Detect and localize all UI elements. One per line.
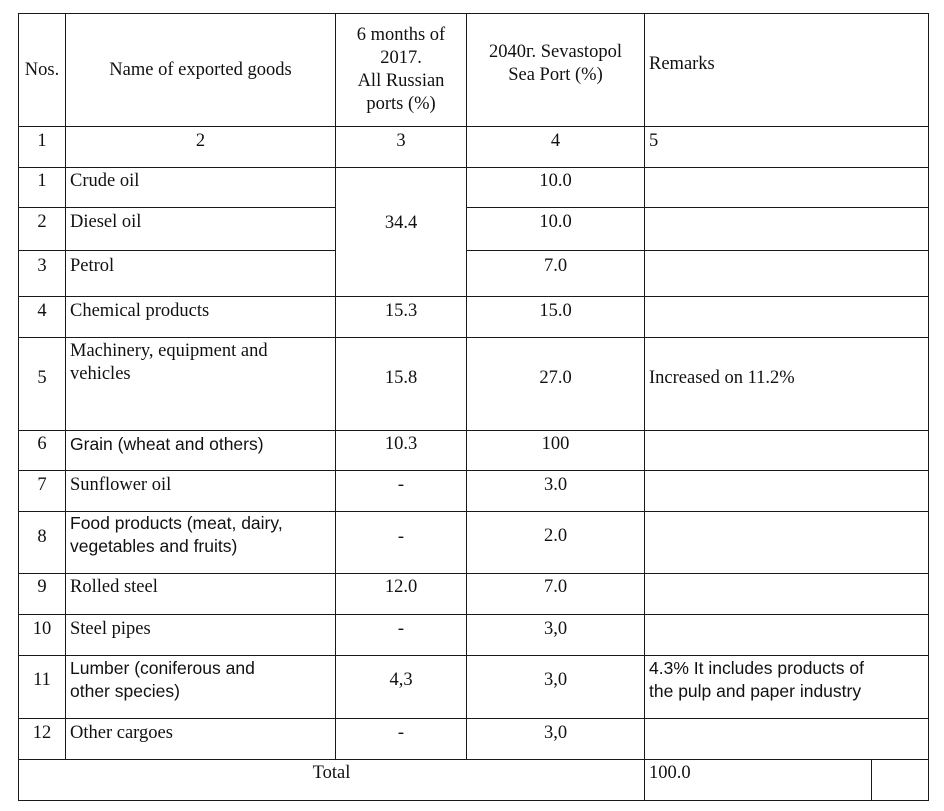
column-number: 2 bbox=[195, 130, 206, 151]
table-row-russian: 4,3 bbox=[389, 669, 413, 690]
rule bbox=[18, 511, 929, 512]
table-row-sevastopol: 2.0 bbox=[543, 525, 568, 546]
rule bbox=[18, 800, 929, 801]
rule bbox=[466, 207, 929, 208]
table-row-no: 3 bbox=[37, 256, 47, 276]
rule bbox=[18, 470, 929, 471]
table-row-no: 7 bbox=[37, 474, 47, 495]
table-row-no: 5 bbox=[37, 367, 47, 388]
rule bbox=[18, 337, 929, 338]
table-row-sevastopol: 3,0 bbox=[543, 722, 568, 743]
header-name: Name of exported goods bbox=[109, 59, 292, 80]
rule bbox=[335, 13, 336, 759]
rule bbox=[18, 759, 929, 760]
table-row-name: Sunflower oil bbox=[70, 474, 172, 495]
total-value: 100.0 bbox=[649, 762, 691, 783]
table-row-russian: 10.3 bbox=[384, 433, 418, 454]
total-label: Total bbox=[312, 762, 351, 783]
table-row-name: Lumber (coniferous and other species) bbox=[70, 658, 255, 701]
rule bbox=[18, 126, 929, 127]
table-row-russian: 12.0 bbox=[384, 576, 418, 597]
table-row-no: 9 bbox=[37, 576, 47, 597]
table-row-no: 10 bbox=[32, 618, 52, 639]
table-row-name: Chemical products bbox=[70, 300, 210, 321]
table-row-sevastopol: 3.0 bbox=[543, 474, 568, 495]
rule bbox=[928, 13, 929, 801]
table-row-no: 12 bbox=[32, 722, 52, 743]
table-row-sevastopol: 10.0 bbox=[539, 211, 572, 232]
table-row-russian: 15.3 bbox=[384, 300, 418, 321]
rule bbox=[18, 573, 929, 574]
table-row-sevastopol: 3,0 bbox=[543, 618, 568, 639]
table-row-sevastopol: 100 bbox=[541, 433, 570, 454]
rule bbox=[18, 718, 929, 719]
table-row-remarks: 4.3% It includes products of the pulp an… bbox=[649, 658, 864, 701]
table-row-name: Grain (wheat and others) bbox=[70, 433, 264, 454]
column-number: 4 bbox=[550, 130, 561, 151]
rule bbox=[18, 296, 929, 297]
rule bbox=[18, 250, 335, 251]
rule bbox=[466, 13, 467, 759]
header-remarks: Remarks bbox=[649, 53, 715, 74]
rule bbox=[871, 759, 872, 801]
rule bbox=[18, 207, 335, 208]
rule bbox=[18, 614, 929, 615]
table-row-no: 6 bbox=[37, 433, 47, 454]
rule bbox=[644, 13, 645, 801]
table-row-name: Rolled steel bbox=[70, 576, 158, 597]
table-row-sevastopol: 27.0 bbox=[539, 367, 572, 388]
table-row-sevastopol: 3,0 bbox=[543, 669, 568, 690]
rule bbox=[65, 13, 66, 759]
rule bbox=[18, 13, 929, 14]
table-row-no: 4 bbox=[37, 300, 47, 321]
table-row-name: Machinery, equipment and vehicles bbox=[70, 341, 268, 384]
table-row-no: 8 bbox=[37, 526, 47, 547]
table-row-no: 2 bbox=[37, 211, 47, 232]
rule bbox=[18, 167, 929, 168]
table-row-name: Steel pipes bbox=[70, 618, 151, 639]
table-row-name: Other cargoes bbox=[70, 722, 173, 743]
table-row-russian: - bbox=[397, 474, 405, 495]
table-row-russian: - bbox=[397, 526, 405, 547]
rule bbox=[466, 250, 929, 251]
table-row-remarks: Increased on 11.2% bbox=[649, 367, 795, 388]
table-row-sevastopol: 7.0 bbox=[543, 256, 568, 276]
column-number: 1 bbox=[37, 130, 47, 151]
table-row-name: Food products (meat, dairy, vegetables a… bbox=[70, 513, 283, 556]
header-sevastopol: 2040г. Sevastopol Sea Port (%) bbox=[489, 42, 622, 85]
table-row-no: 1 bbox=[37, 170, 47, 191]
table-row-russian: - bbox=[397, 618, 405, 639]
table-row-name: Crude oil bbox=[70, 170, 140, 191]
table-row-sevastopol: 7.0 bbox=[543, 576, 568, 597]
header-nos: Nos. bbox=[24, 59, 60, 80]
table-row-name: Petrol bbox=[70, 256, 115, 276]
table-row-no: 11 bbox=[33, 669, 51, 690]
column-number: 3 bbox=[396, 130, 406, 151]
oil-group-russian-value: 34.4 bbox=[384, 212, 418, 233]
header-russian-ports: 6 months of 2017. All Russian ports (%) bbox=[356, 25, 446, 114]
table-row-name: Diesel oil bbox=[70, 211, 142, 232]
column-number: 5 bbox=[649, 130, 659, 151]
rule bbox=[18, 13, 19, 801]
rule bbox=[18, 655, 929, 656]
table-row-russian: 15.8 bbox=[384, 367, 418, 388]
rule bbox=[18, 430, 929, 431]
table-row-sevastopol: 15.0 bbox=[539, 300, 572, 321]
table-row-sevastopol: 10.0 bbox=[539, 170, 572, 191]
table-row-russian: - bbox=[397, 722, 405, 743]
